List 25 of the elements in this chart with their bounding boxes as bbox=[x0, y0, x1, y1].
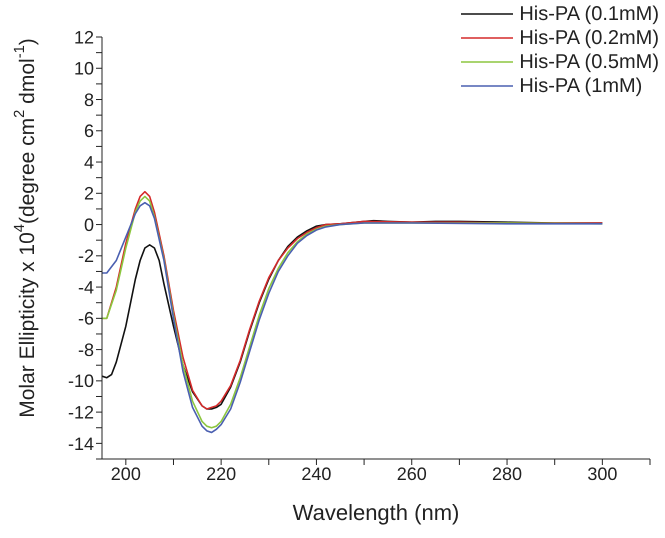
y-tick-label: -2 bbox=[78, 246, 94, 266]
y-tick-label: -10 bbox=[68, 371, 94, 392]
x-tick-label: 240 bbox=[301, 464, 332, 484]
x-tick-label: 220 bbox=[206, 464, 236, 484]
y-tick-label: -6 bbox=[78, 308, 94, 329]
x-tick-label: 280 bbox=[492, 464, 522, 484]
y-tick-label: -12 bbox=[68, 402, 94, 422]
y-tick-label: -8 bbox=[78, 340, 94, 360]
x-tick-label: 200 bbox=[110, 464, 141, 484]
y-tick-label: 6 bbox=[84, 121, 94, 142]
y-tick-label: -14 bbox=[68, 434, 94, 454]
y-tick-label: 8 bbox=[84, 90, 94, 110]
x-tick-label: 300 bbox=[587, 464, 618, 484]
y-tick-label: -4 bbox=[78, 277, 94, 298]
legend-label: His-PA (0.1mM) bbox=[519, 2, 659, 26]
x-axis-title: Wavelength (nm) bbox=[292, 500, 460, 525]
y-tick-label: 12 bbox=[74, 27, 94, 48]
y-tick-label: 2 bbox=[84, 184, 94, 204]
legend-label: His-PA (0.5mM) bbox=[519, 50, 659, 74]
y-tick-label: 10 bbox=[74, 58, 94, 79]
y-tick-label: 4 bbox=[84, 152, 94, 172]
legend-label: His-PA (0.2mM) bbox=[519, 26, 659, 50]
y-tick-label: 0 bbox=[84, 214, 94, 235]
legend-label: His-PA (1mM) bbox=[519, 74, 642, 98]
x-tick-label: 260 bbox=[396, 464, 427, 484]
